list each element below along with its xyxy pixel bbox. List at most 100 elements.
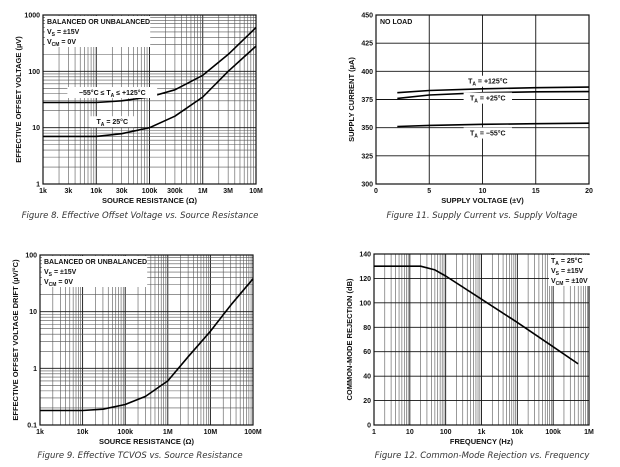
annotation-text: T bbox=[97, 119, 102, 126]
annotation-text: ≤ +125°C bbox=[114, 89, 145, 97]
annotation-label: VCM = 0V bbox=[47, 39, 76, 48]
annotation-background bbox=[90, 116, 135, 128]
annotation-text: = ±15V bbox=[52, 269, 77, 276]
annotation-text: = +25°C bbox=[478, 95, 506, 103]
y-tick-label: 100 bbox=[25, 253, 37, 260]
annotation-text: A bbox=[111, 93, 115, 99]
annotation-text: S bbox=[556, 271, 560, 277]
x-tick-label: 1 bbox=[372, 429, 376, 436]
y-tick-label: 0 bbox=[367, 423, 371, 430]
annotation-text: V bbox=[47, 39, 52, 46]
y-tick-label: 80 bbox=[363, 325, 371, 332]
annotation-text: = +125°C bbox=[476, 78, 508, 86]
x-tick-label: 10 bbox=[479, 188, 487, 195]
y-tick-label: 100 bbox=[359, 300, 371, 307]
annotation-label: TA = +25°C bbox=[470, 95, 506, 105]
annotation-text: V bbox=[551, 278, 556, 285]
gridlines bbox=[39, 255, 253, 426]
annotation-text: V bbox=[44, 279, 49, 286]
annotation-text: CM bbox=[49, 282, 57, 288]
y-tick-label: 40 bbox=[363, 374, 371, 381]
annotation-text: S bbox=[52, 32, 56, 38]
x-tick-label: 3k bbox=[65, 188, 73, 195]
x-tick-label: 100k bbox=[117, 429, 133, 436]
annotation-text: A bbox=[472, 82, 476, 88]
annotation-label: VCM = ±10V bbox=[551, 278, 588, 287]
annotation-label: −55°C ≤ TA ≤ +125°C bbox=[79, 89, 146, 99]
annotation-text: A bbox=[474, 99, 478, 105]
x-tick-label: 20 bbox=[585, 188, 593, 195]
x-tick-label: 100k bbox=[142, 188, 158, 195]
x-tick-label: 100M bbox=[244, 429, 262, 436]
data-series-line bbox=[374, 265, 579, 365]
annotation-text: T bbox=[468, 79, 473, 86]
annotation-label: VCM = 0V bbox=[44, 279, 73, 288]
annotation-label: TA = −55°C bbox=[470, 130, 506, 140]
annotation-label: TA = 25°C bbox=[551, 257, 583, 267]
x-tick-label: 30k bbox=[116, 188, 128, 195]
annotation-background bbox=[45, 16, 151, 47]
x-tick-label: 3M bbox=[223, 188, 233, 195]
annotation-text: CM bbox=[556, 281, 564, 287]
chart-fig8: 1k 3k 10k 30k 100k 300k 1M 3M 10M 1 10 100 1000 SOURC… bbox=[14, 13, 263, 222]
annotation-text: = 25°C bbox=[559, 257, 583, 265]
annotation-label: VS = ±15V bbox=[47, 29, 80, 38]
annotation-label: NO LOAD bbox=[380, 19, 412, 26]
x-tick-label: 10k bbox=[90, 188, 102, 195]
y-tick-label: 100 bbox=[28, 69, 40, 76]
annotation-background bbox=[461, 75, 515, 87]
x-tick-label: 15 bbox=[532, 188, 540, 195]
annotation-background bbox=[378, 16, 415, 27]
y-tick-label: 425 bbox=[361, 41, 373, 48]
x-axis-title: FREQUENCY (Hz) bbox=[450, 437, 514, 446]
x-tick-label: 10M bbox=[249, 188, 263, 195]
x-tick-label: 10M bbox=[204, 429, 218, 436]
annotation-background bbox=[67, 87, 158, 99]
y-tick-label: 10 bbox=[29, 309, 37, 316]
y-tick-label: 140 bbox=[359, 252, 371, 259]
x-axis-title: SUPPLY VOLTAGE (±V) bbox=[441, 196, 524, 205]
annotation-text: V bbox=[551, 268, 556, 275]
annotation-background bbox=[549, 255, 596, 286]
annotation-text: A bbox=[474, 134, 478, 140]
y-tick-label: 120 bbox=[359, 276, 371, 283]
x-axis-title: SOURCE RESISTANCE (Ω) bbox=[99, 437, 195, 446]
figure-caption: Figure 11. Supply Current vs. Supply Vol… bbox=[387, 211, 578, 221]
annotation-text: A bbox=[555, 261, 559, 267]
annotation-text: = 0V bbox=[56, 279, 73, 286]
figure-caption: Figure 9. Effective TCVOS vs. Source Res… bbox=[37, 451, 242, 461]
y-tick-label: 0.1 bbox=[27, 423, 37, 430]
x-tick-label: 300k bbox=[167, 188, 183, 195]
annotation-label: BALANCED OR UNBALANCED bbox=[47, 19, 150, 26]
annotation-text: = ±15V bbox=[55, 29, 80, 36]
y-tick-label: 450 bbox=[361, 13, 373, 20]
annotation-label: TA = 25°C bbox=[97, 118, 129, 128]
chart-fig11: 0 5 10 15 20 300 325 350 375 400 425 450 SUPPLY VOLT… bbox=[347, 13, 593, 222]
x-tick-label: 1k bbox=[39, 188, 47, 195]
y-tick-label: 1000 bbox=[24, 13, 40, 20]
plot-frame bbox=[42, 14, 257, 185]
annotation-label: TA = +125°C bbox=[468, 78, 508, 88]
annotation-text: CM bbox=[52, 42, 60, 48]
x-tick-label: 100 bbox=[440, 429, 452, 436]
data-series-line bbox=[43, 45, 257, 138]
chart-fig9: 1k 10k 100k 1M 10M 100M 0.1 1 10 100 SOURCE RESIST… bbox=[11, 253, 262, 462]
annotation-text: V bbox=[44, 269, 49, 276]
annotation-text: V bbox=[47, 29, 52, 36]
figure-caption: Figure 12. Common-Mode Rejection vs. Fre… bbox=[375, 451, 591, 461]
x-tick-label: 1M bbox=[198, 188, 208, 195]
x-tick-label: 100k bbox=[545, 429, 561, 436]
annotation-text: = ±15V bbox=[559, 268, 584, 275]
annotation-text: = ±10V bbox=[563, 278, 588, 285]
x-tick-label: 0 bbox=[374, 188, 378, 195]
annotation-text: BALANCED OR UNBALANCED bbox=[47, 19, 150, 26]
x-axis-title: SOURCE RESISTANCE (Ω) bbox=[102, 196, 198, 205]
figure-caption: Figure 8. Effective Offset Voltage vs. S… bbox=[22, 211, 259, 221]
x-tick-label: 10 bbox=[406, 429, 414, 436]
annotation-text: = 0V bbox=[59, 39, 76, 46]
y-axis-title: EFFECTIVE OFFSET VOLTAGE (µV) bbox=[14, 36, 23, 163]
annotation-text: S bbox=[49, 272, 53, 278]
x-tick-label: 1M bbox=[584, 429, 594, 436]
y-tick-label: 1 bbox=[33, 366, 37, 373]
